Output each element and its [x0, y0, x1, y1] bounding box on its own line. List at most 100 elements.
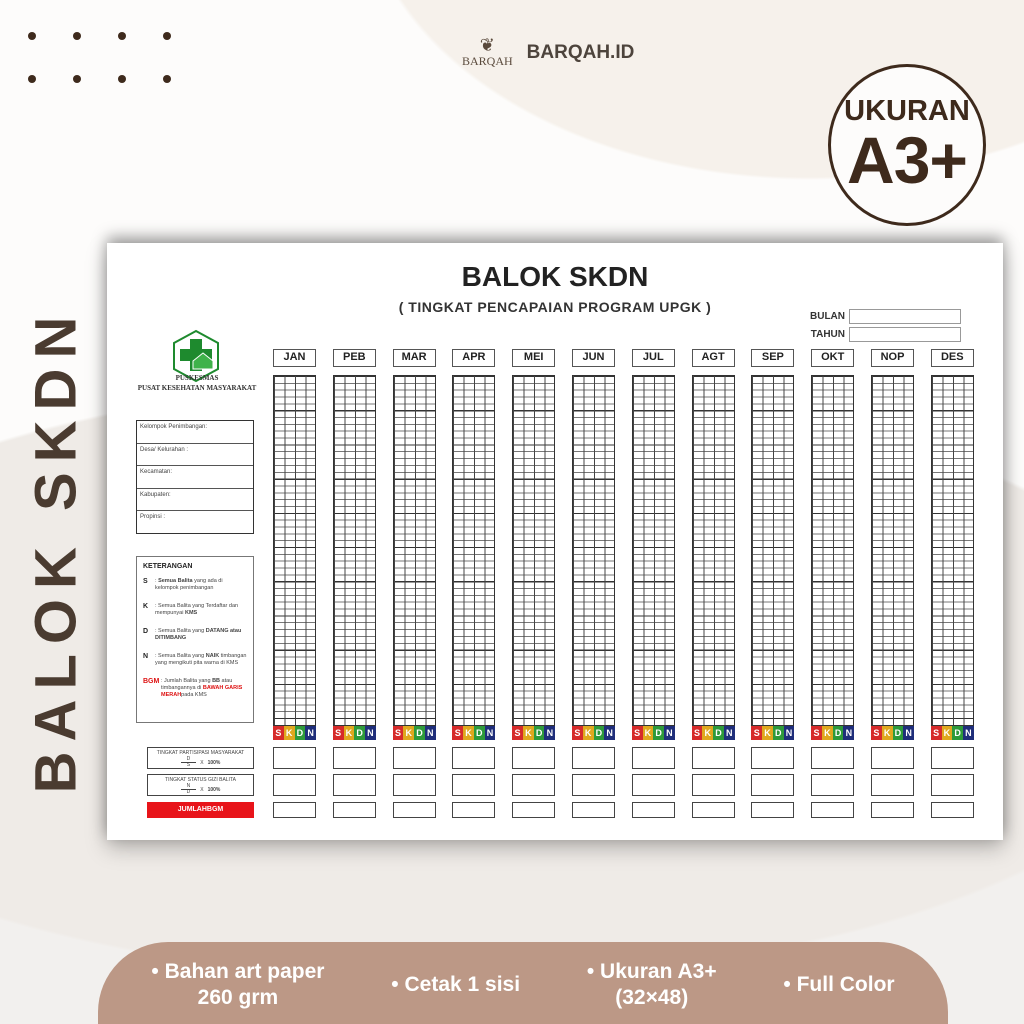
bgm-box: [871, 802, 914, 818]
skdn-cell: S: [871, 726, 882, 740]
skdn-cell: N: [544, 726, 556, 740]
status-gizi-box: [572, 774, 615, 796]
features-banner: • Bahan art paper 260 grm • Cetak 1 sisi • …: [98, 942, 948, 1024]
skdn-cell: K: [642, 726, 654, 740]
info-field: Kecamatan:: [137, 466, 253, 489]
legend-item: N: Semua Balita yang NAIK timbangan yang…: [143, 653, 247, 666]
skdn-cell: D: [533, 726, 545, 740]
month-label: NOP: [871, 349, 914, 367]
skdn-cell: D: [294, 726, 306, 740]
tally-grid: [930, 375, 974, 726]
puskesmas-label: PUSKESMAS PUSAT KESEHATAN MASYARAKAT: [137, 374, 257, 392]
feature-item: • Ukuran A3+ (32×48): [586, 960, 717, 1009]
skdn-cell: N: [843, 726, 855, 740]
status-gizi-box: [392, 774, 436, 796]
badge-line1: UKURAN: [844, 95, 970, 127]
skdn-cell: K: [881, 726, 893, 740]
location-info-box: Kelompok Penimbangan: Desa/ Kelurahan : Ke…: [136, 420, 254, 534]
partisipasi-box: [691, 747, 735, 769]
partisipasi-box: [930, 747, 974, 769]
sheet-title: BALOK SKDN: [461, 261, 649, 292]
tally-grid: [273, 375, 316, 726]
wheat-logo-icon: ❦ BARQAH: [462, 35, 513, 68]
month-label: APR: [452, 349, 496, 367]
status-gizi-box: [691, 774, 735, 796]
brand-name: BARQAH.ID: [526, 41, 635, 63]
skdn-cell: D: [772, 726, 784, 740]
sheet-subtitle: ( TINGKAT PENCAPAIAN PROGRAM UPGK ): [398, 299, 712, 315]
bgm-box: [512, 802, 556, 818]
bgm-box: [572, 802, 615, 818]
month-label: JAN: [273, 349, 316, 367]
skdn-cell: S: [811, 726, 822, 740]
feature-item: • Full Color: [783, 973, 895, 996]
skdn-cell: S: [691, 726, 703, 740]
month-label: MAR: [392, 349, 436, 367]
skdn-cell: D: [354, 726, 366, 740]
tally-grid: [572, 375, 615, 726]
tally-grid: [751, 375, 795, 726]
month-label: OKT: [811, 349, 855, 367]
tally-grid: [392, 375, 436, 726]
legend-item: D: Semua Balita yang DATANG atau DITIMBA…: [143, 628, 242, 641]
skdn-cell: N: [664, 726, 675, 740]
partisipasi-box: [871, 747, 914, 769]
puskesmas-emblem-icon: [173, 329, 219, 383]
decorative-dots: [28, 32, 171, 83]
bgm-box: [751, 802, 795, 818]
partisipasi-box: [512, 747, 556, 769]
bgm-box: [332, 802, 376, 818]
status-gizi-box: [871, 774, 914, 796]
month-label: JUN: [572, 349, 615, 367]
info-field: Desa/ Kelurahan :: [137, 444, 253, 467]
skdn-cell: S: [930, 726, 942, 740]
brand-logo: ❦ BARQAH BARQAH.ID: [462, 36, 634, 69]
skdn-cell: N: [484, 726, 496, 740]
tally-grid: [691, 375, 735, 726]
status-gizi-formula: TINGKAT STATUS GIZI BALITA N D X 100%: [147, 774, 254, 796]
size-badge: UKURAN A3+: [828, 64, 986, 226]
status-gizi-box: [811, 774, 855, 796]
bgm-box: [930, 802, 974, 818]
partisipasi-box: [811, 747, 855, 769]
skdn-cell: N: [903, 726, 914, 740]
info-field: Kabupaten:: [137, 489, 253, 512]
skdn-cell: D: [952, 726, 964, 740]
partisipasi-box: [631, 747, 675, 769]
skdn-cell: S: [631, 726, 643, 740]
skdn-cell: S: [512, 726, 523, 740]
skdn-cell: D: [832, 726, 844, 740]
skdn-cell: K: [582, 726, 594, 740]
feature-item: • Cetak 1 sisi: [391, 973, 521, 996]
status-gizi-box: [512, 774, 556, 796]
partisipasi-box: [452, 747, 496, 769]
skdn-cell: N: [305, 726, 316, 740]
status-gizi-box: [332, 774, 376, 796]
skdn-cell: S: [332, 726, 344, 740]
skdn-cell: S: [392, 726, 404, 740]
partisipasi-box: [273, 747, 316, 769]
skdn-cell: N: [963, 726, 974, 740]
tahun-field: TAHUN: [809, 327, 961, 342]
skdn-cell: N: [723, 726, 735, 740]
partisipasi-box: [751, 747, 795, 769]
skdn-cell: K: [762, 726, 773, 740]
legend-item: S: Semua Balita yang ada di kelompok pen…: [143, 578, 223, 591]
side-title: BALOK SKDN: [23, 306, 89, 794]
bgm-box: [811, 802, 855, 818]
status-gizi-box: [273, 774, 316, 796]
month-label: DES: [930, 349, 974, 367]
tally-grid: [332, 375, 376, 726]
skdn-cell: K: [283, 726, 295, 740]
